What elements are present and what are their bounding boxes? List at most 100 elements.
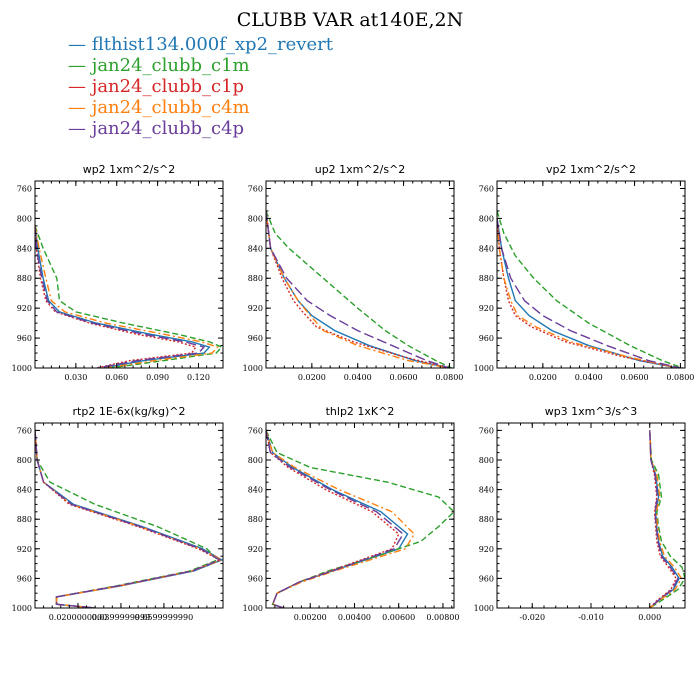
x-tick-label: 0.0800 [666, 373, 694, 382]
legend-label: flthist134.000f_xp2_revert [92, 34, 334, 55]
series-line [649, 430, 679, 608]
series-group [35, 430, 223, 608]
x-tick-label: 0.090 [146, 373, 169, 382]
x-tick-label: 0.030 [64, 373, 87, 382]
legend-entry: — flthist134.000f_xp2_revert [68, 34, 334, 55]
y-tick-label: 800 [479, 214, 494, 223]
series-group [35, 225, 223, 368]
series-line [497, 210, 683, 368]
y-tick-label: 760 [248, 184, 263, 193]
y-tick-label: 1000 [474, 604, 494, 613]
plot-frame [265, 180, 455, 369]
y-tick-label: 1000 [474, 364, 494, 373]
legend-entry: — jan24_clubb_c1p [68, 76, 244, 97]
y-tick-label: 840 [248, 244, 263, 253]
panel: wp3 1xm^3/s^3 760 800 840 880 920 960 1000 -0.02… [474, 405, 686, 622]
y-tick-label: 960 [479, 334, 494, 343]
y-tick-label: 880 [479, 515, 494, 524]
plot-frame [34, 422, 224, 609]
legend-label: jan24_clubb_c1p [90, 76, 244, 97]
y-tick-label: 880 [248, 274, 263, 283]
x-tick-label: -0.010 [578, 613, 604, 622]
y-tick-label: 760 [248, 426, 263, 435]
y-tick-label: 840 [17, 486, 32, 495]
legend-marker: — [68, 97, 92, 118]
series-line [266, 210, 450, 368]
panel: rtp2 1E-6x(kg/kg)^2 760 800 840 880 920 960 100… [12, 405, 224, 622]
panel-grid: wp2 1xm^2/s^2 760 800 840 880 920 960 1000 0.030… [12, 163, 695, 622]
x-tick-label: 0.0400 [575, 373, 603, 382]
panel: up2 1xm^2/s^2 760 800 840 880 920 960 1000 0.020… [243, 163, 464, 382]
y-tick-label: 800 [479, 456, 494, 465]
x-tick-label: 0.000 [638, 613, 661, 622]
y-tick-label: 800 [248, 214, 263, 223]
legend-entry: — jan24_clubb_c4m [68, 97, 250, 118]
y-tick-label: 920 [248, 304, 263, 313]
x-tick-label: 0.0400 [344, 373, 372, 382]
y-tick-label: 920 [479, 545, 494, 554]
x-tick-label: 0.120 [187, 373, 210, 382]
x-tick-label: 0.0200 [298, 373, 326, 382]
series-line [497, 218, 679, 368]
plot-frame [265, 422, 455, 609]
y-tick-label: 840 [479, 244, 494, 253]
y-tick-label: 880 [479, 274, 494, 283]
panel-title: up2 1xm^2/s^2 [315, 163, 406, 176]
series-line [497, 218, 681, 368]
series-group [649, 430, 685, 608]
y-tick-label: 800 [17, 214, 32, 223]
panel-title: rtp2 1E-6x(kg/kg)^2 [73, 405, 186, 418]
series-line [35, 225, 223, 368]
y-tick-label: 760 [479, 426, 494, 435]
legend-marker: — [68, 55, 92, 76]
y-tick-label: 920 [17, 304, 32, 313]
series-line [35, 225, 206, 368]
y-tick-label: 760 [479, 184, 494, 193]
legend-label: jan24_clubb_c4m [90, 97, 250, 118]
y-tick-label: 760 [17, 184, 32, 193]
y-tick-label: 760 [17, 426, 32, 435]
x-tick-label: 0.0800 [435, 373, 463, 382]
legend-entry: — jan24_clubb_c1m [68, 55, 250, 76]
series-line [649, 430, 683, 608]
y-tick-label: 1000 [243, 604, 263, 613]
x-tick-label: 0.00400 [338, 613, 371, 622]
x-tick-label: 0.0599999990 [135, 613, 194, 622]
panel-title: wp3 1xm^3/s^3 [545, 405, 638, 418]
series-line [649, 430, 685, 608]
legend-marker: — [68, 34, 92, 55]
panel-title: wp2 1xm^2/s^2 [83, 163, 176, 176]
x-tick-label: 0.0600 [390, 373, 418, 382]
legend-label: jan24_clubb_c1m [90, 55, 250, 76]
series-group [266, 430, 454, 608]
y-tick-label: 920 [248, 545, 263, 554]
figure-title: CLUBB VAR at140E,2N [237, 9, 463, 31]
y-tick-label: 960 [17, 574, 32, 583]
y-tick-label: 800 [248, 456, 263, 465]
legend-label: jan24_clubb_c4p [90, 118, 244, 139]
x-tick-label: 0.0200 [529, 373, 557, 382]
series-line [266, 430, 400, 608]
panel: wp2 1xm^2/s^2 760 800 840 880 920 960 1000 0.030… [12, 163, 224, 382]
series-line [266, 210, 453, 368]
panel-title: vp2 1xm^2/s^2 [546, 163, 636, 176]
series-group [266, 210, 453, 368]
legend-entry: — jan24_clubb_c4p [68, 118, 244, 139]
y-tick-label: 1000 [12, 604, 32, 613]
x-tick-label: 0.0600 [621, 373, 649, 382]
y-tick-label: 920 [17, 545, 32, 554]
x-tick-label: 0.060 [105, 373, 128, 382]
legend-marker: — [68, 118, 92, 139]
x-tick-label: 0.0399999999 [92, 613, 151, 622]
x-tick-label: 0.00600 [382, 613, 415, 622]
y-tick-label: 920 [479, 304, 494, 313]
series-group [497, 210, 683, 368]
y-tick-label: 960 [248, 574, 263, 583]
y-tick-label: 880 [17, 515, 32, 524]
plot-frame [496, 180, 686, 369]
series-line [266, 430, 405, 608]
x-tick-label: 0.00200 [294, 613, 327, 622]
y-tick-label: 880 [17, 274, 32, 283]
series-line [35, 225, 219, 368]
